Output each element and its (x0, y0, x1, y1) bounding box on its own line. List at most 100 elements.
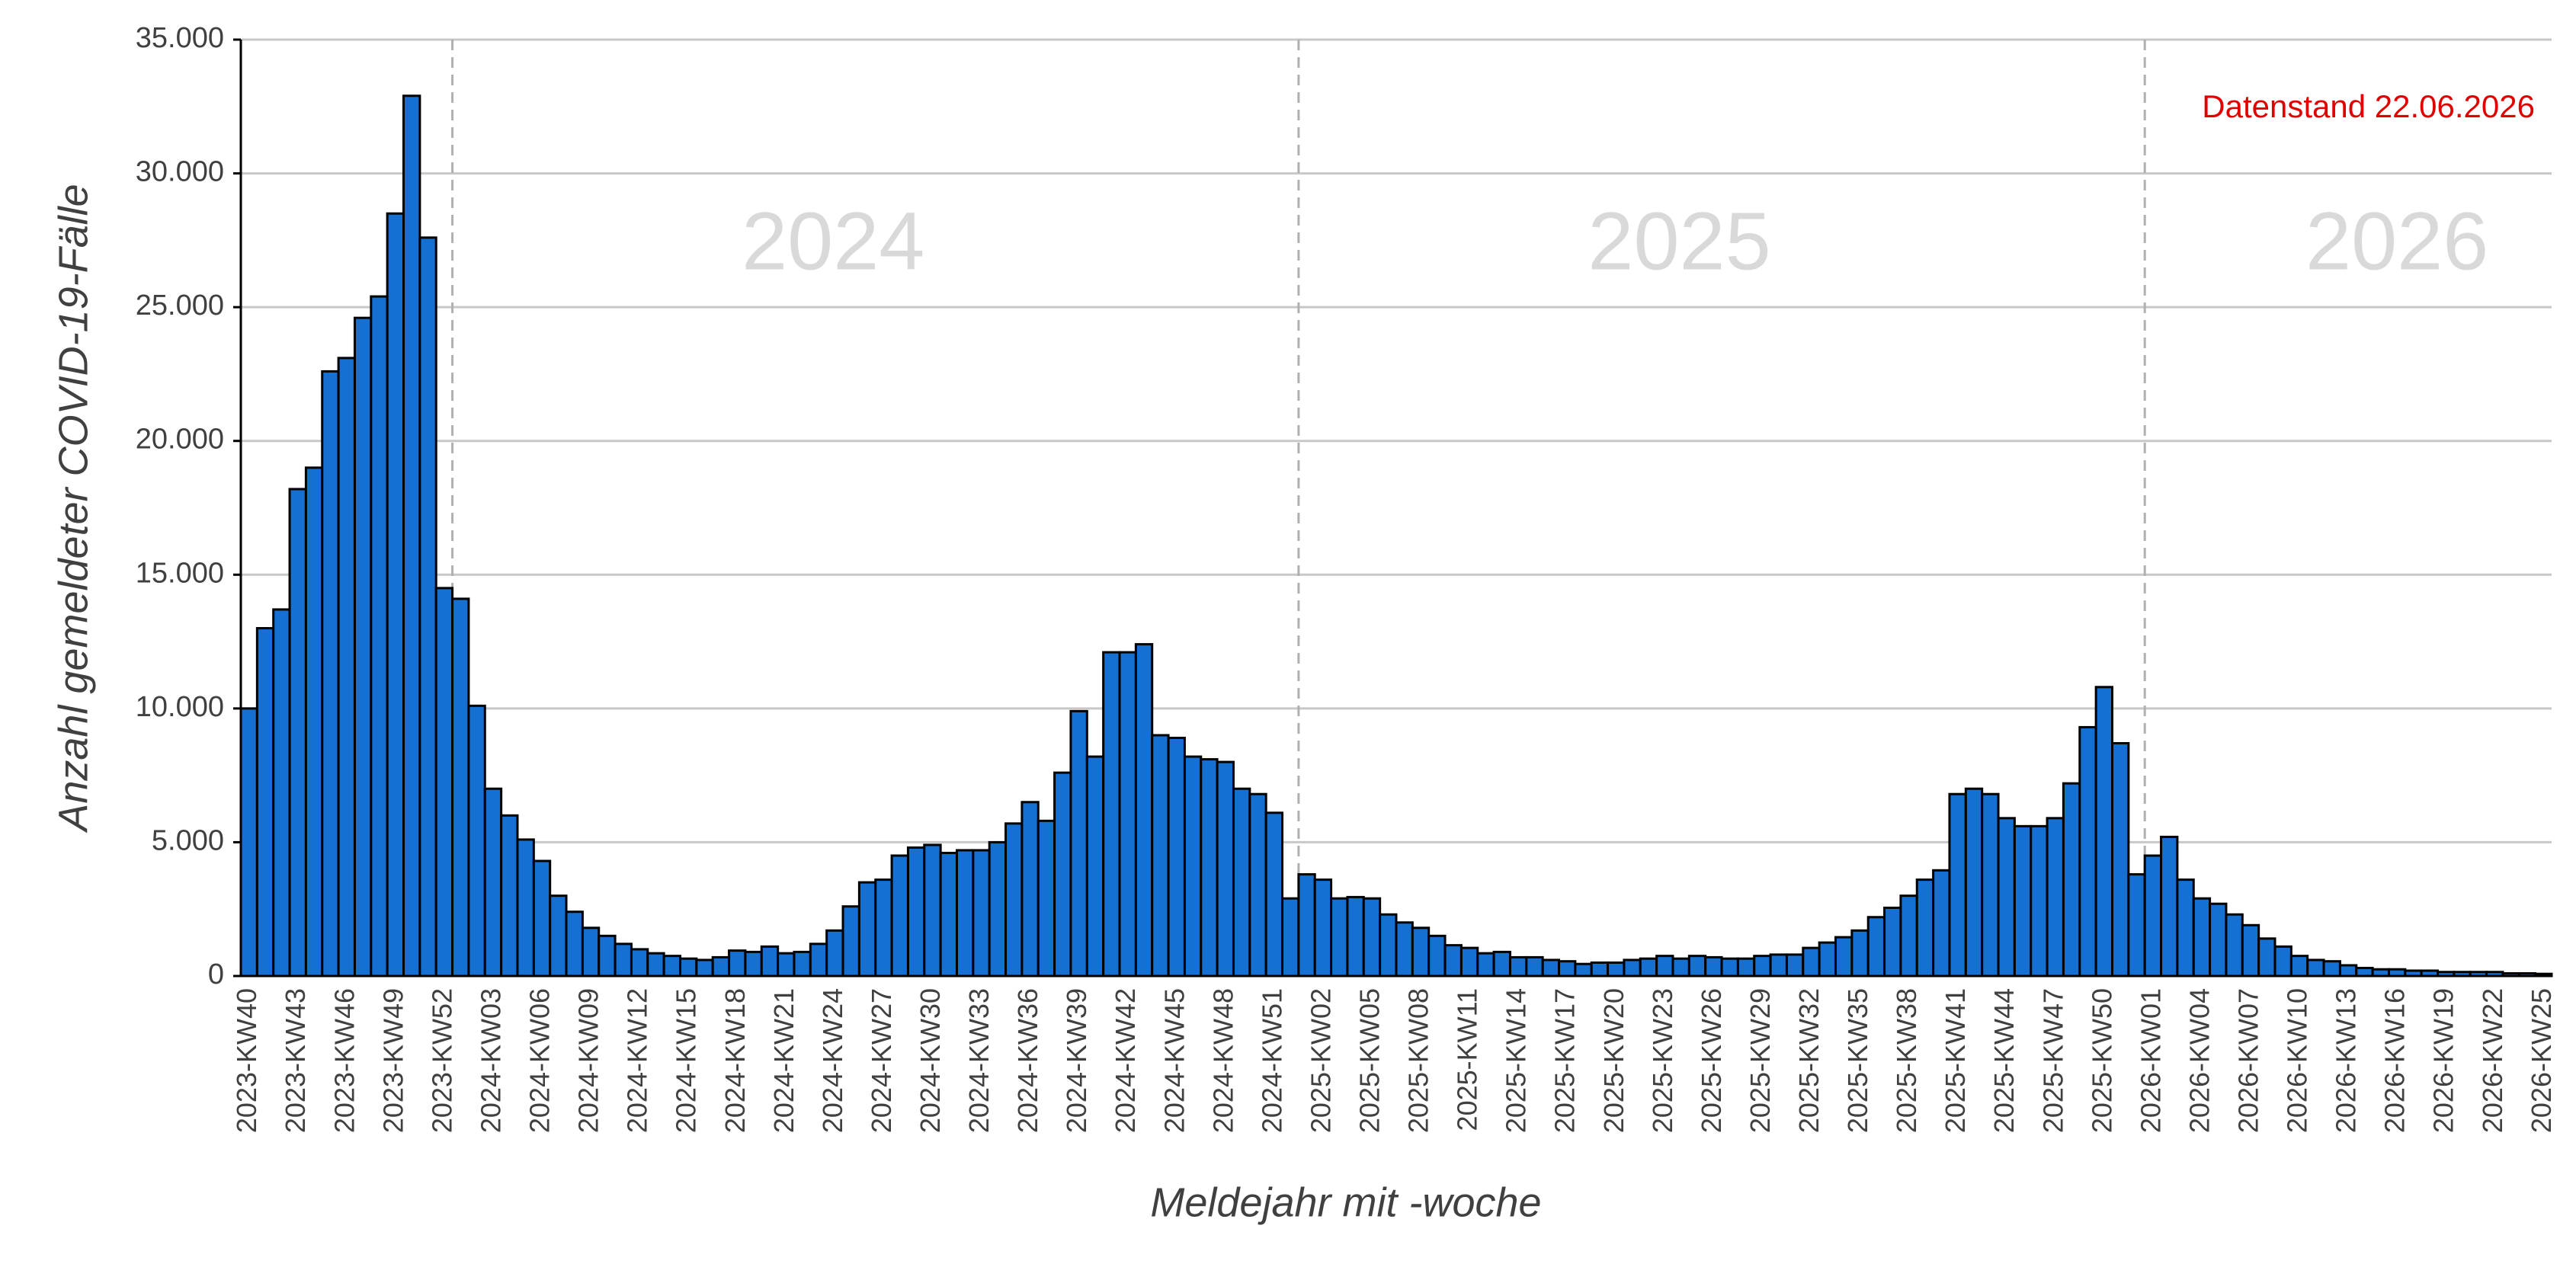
bar (777, 952, 796, 978)
bar (825, 929, 844, 978)
bar (1102, 651, 1121, 978)
x-tick-label: 2024-KW39 (1061, 988, 1092, 1133)
bar (1541, 958, 1561, 978)
bar (1004, 822, 1024, 978)
bar (1687, 955, 1707, 978)
bar (321, 370, 340, 978)
bar (614, 942, 633, 978)
bar (418, 236, 437, 978)
bar (662, 955, 682, 978)
x-tick-label: 2025-KW08 (1403, 988, 1434, 1133)
bar (793, 950, 812, 978)
bar (1459, 946, 1479, 978)
bar (500, 814, 519, 978)
x-tick-label: 2024-KW51 (1256, 988, 1287, 1133)
bar (2062, 782, 2081, 978)
bar (549, 894, 568, 978)
bar (1020, 801, 1040, 978)
bar (711, 955, 731, 978)
bar (906, 846, 926, 978)
bar (1330, 897, 1349, 978)
bar (1655, 955, 1674, 978)
bar (1379, 913, 1398, 978)
bar (2225, 913, 2244, 978)
bar (744, 950, 763, 978)
bar (2192, 897, 2212, 978)
x-tick-label: 2025-KW02 (1305, 988, 1336, 1133)
bar (565, 910, 584, 978)
bar (1248, 792, 1267, 978)
bar (370, 295, 389, 978)
bar (2322, 960, 2341, 978)
bar (1785, 953, 1805, 978)
bar (2209, 902, 2228, 978)
bar (1281, 897, 1300, 978)
bar (630, 948, 649, 978)
bar (1036, 819, 1056, 978)
bar (1964, 787, 1984, 978)
bar (1264, 811, 1284, 978)
bar (337, 357, 356, 978)
bar (841, 905, 860, 978)
bar (988, 840, 1008, 978)
bar (1558, 960, 1577, 978)
bar (451, 597, 470, 978)
x-axis-title: Meldejahr mit -woche (1150, 1179, 1541, 1225)
x-tick-label: 2025-KW41 (1940, 988, 1971, 1133)
x-tick-label: 2024-KW06 (524, 988, 556, 1133)
bar (1818, 941, 1837, 978)
bar (1981, 792, 2000, 978)
bar (1476, 952, 1495, 978)
x-tick-label: 2023-KW49 (377, 988, 409, 1133)
bar (1639, 957, 1658, 978)
x-tick-label: 2026-KW25 (2526, 988, 2557, 1133)
bar (1508, 955, 1528, 978)
bar (1053, 771, 1072, 978)
x-tick-label: 2024-KW27 (866, 988, 897, 1133)
bar (1753, 955, 1772, 978)
bar (1623, 958, 1642, 978)
x-tick-label: 2023-KW40 (231, 988, 262, 1133)
x-tick-label: 2026-KW07 (2233, 988, 2264, 1133)
bar (386, 212, 405, 978)
bar (1411, 926, 1431, 978)
x-tick-label: 2024-KW48 (1207, 988, 1238, 1133)
bar (467, 704, 486, 978)
bar (353, 316, 373, 978)
bar (2273, 945, 2292, 978)
bar (598, 934, 617, 978)
bar (1802, 946, 1821, 978)
bar (1427, 934, 1447, 978)
bar (1183, 755, 1203, 978)
bar (2127, 873, 2146, 978)
bar (1297, 873, 1316, 978)
x-tick-label: 2024-KW18 (719, 988, 751, 1133)
x-tick-label: 2026-KW13 (2331, 988, 2362, 1133)
bar (532, 859, 552, 978)
bar (1590, 961, 1610, 978)
bar (255, 627, 275, 978)
bar (679, 957, 698, 978)
bar (1085, 755, 1105, 978)
bar (2338, 964, 2358, 978)
bar (1720, 957, 1739, 978)
bar (2355, 966, 2374, 978)
x-tick-label: 2024-KW36 (1012, 988, 1043, 1133)
bar (1362, 897, 1382, 978)
bar (695, 958, 714, 978)
bar (2160, 835, 2179, 978)
y-tick-label: 10.000 (136, 691, 224, 723)
bar (1704, 955, 1723, 978)
bar (1736, 957, 1756, 978)
bar (1313, 878, 1333, 978)
y-tick-label: 30.000 (136, 156, 224, 188)
bar (728, 949, 747, 978)
bar (1850, 929, 1870, 978)
bar (239, 707, 258, 978)
x-tick-label: 2025-KW23 (1647, 988, 1678, 1133)
x-tick-label: 2025-KW47 (2037, 988, 2068, 1133)
x-tick-label: 2024-KW21 (768, 988, 799, 1133)
bar (1167, 736, 1186, 978)
x-tick-label: 2026-KW04 (2184, 988, 2215, 1133)
